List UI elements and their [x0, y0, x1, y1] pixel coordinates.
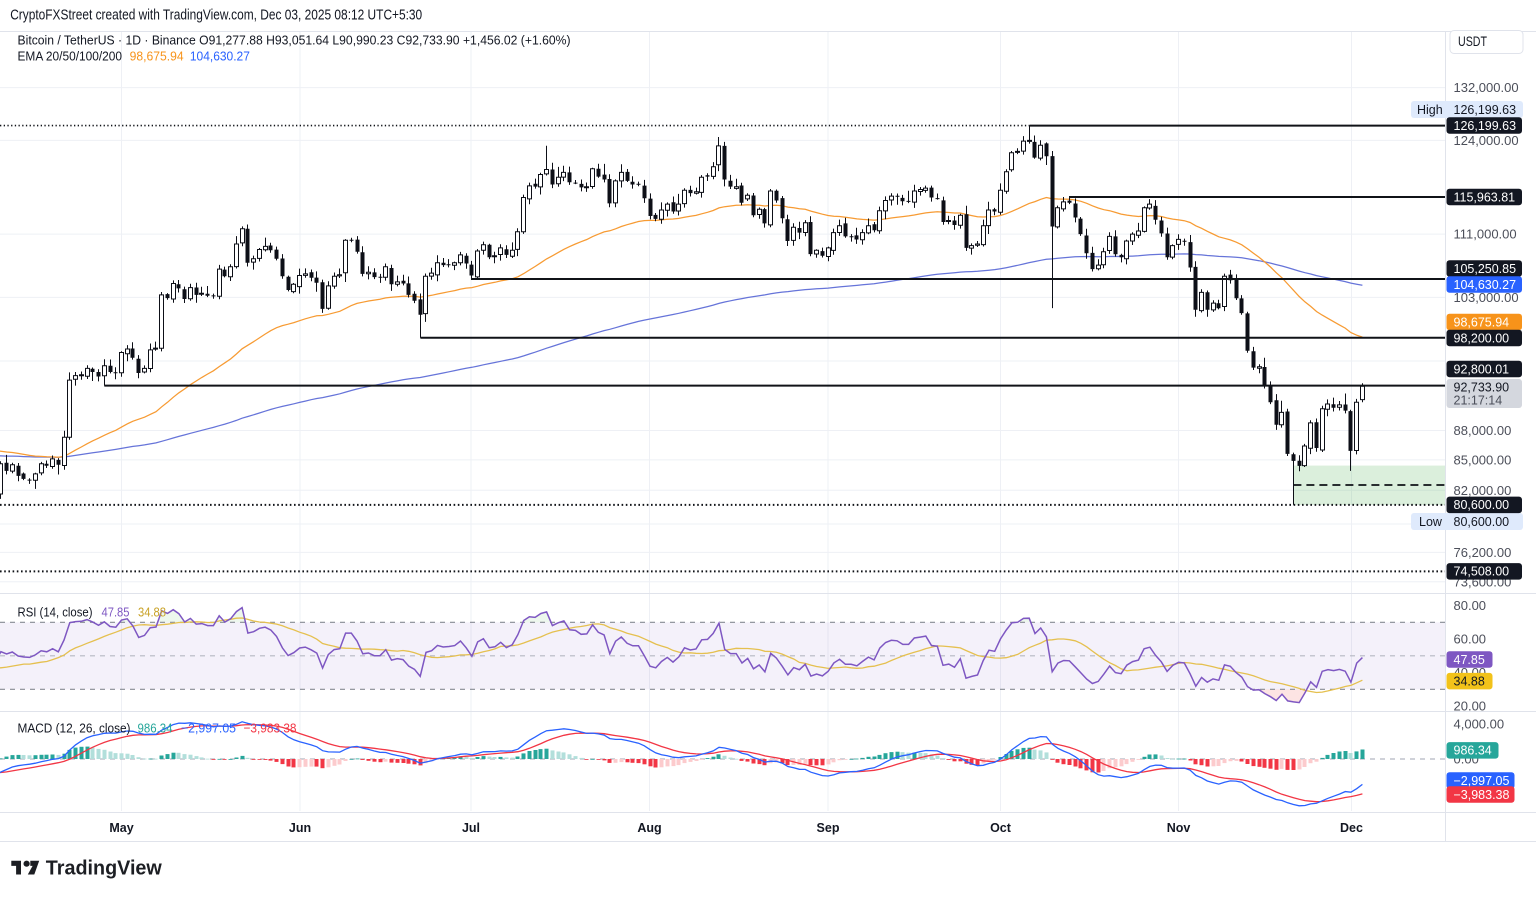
svg-text:105,250.85: 105,250.85	[1454, 262, 1517, 276]
svg-text:82,000.00: 82,000.00	[1454, 483, 1512, 498]
svg-text:−2,997.05: −2,997.05	[181, 721, 236, 736]
svg-text:60.00: 60.00	[1454, 632, 1487, 647]
svg-text:4,000.00: 4,000.00	[1454, 717, 1505, 732]
svg-text:47.85: 47.85	[102, 605, 130, 620]
svg-text:USDT: USDT	[1458, 34, 1487, 49]
svg-text:Sep: Sep	[817, 821, 840, 835]
svg-text:126,199.63: 126,199.63	[1454, 103, 1517, 117]
svg-text:98,675.94: 98,675.94	[130, 48, 184, 63]
svg-text:−3,983.38: −3,983.38	[1454, 788, 1510, 802]
svg-text:104,630.27: 104,630.27	[1454, 278, 1517, 292]
svg-text:74,508.00: 74,508.00	[1454, 565, 1510, 579]
svg-text:92,733.90: 92,733.90	[1454, 381, 1510, 395]
svg-text:TradingView: TradingView	[46, 858, 162, 880]
svg-text:Aug: Aug	[637, 821, 661, 835]
svg-text:Nov: Nov	[1167, 821, 1191, 835]
svg-text:92,800.01: 92,800.01	[1454, 362, 1510, 376]
svg-text:CryptoFXStreet created with Tr: CryptoFXStreet created with TradingView.…	[10, 7, 422, 24]
svg-text:Jun: Jun	[289, 821, 311, 835]
svg-text:85,000.00: 85,000.00	[1454, 452, 1512, 467]
svg-text:124,000.00: 124,000.00	[1454, 133, 1519, 148]
svg-text:34.88: 34.88	[1454, 674, 1485, 688]
svg-text:132,000.00: 132,000.00	[1454, 80, 1519, 95]
svg-text:Bitcoin / TetherUS · 1D · Bina: Bitcoin / TetherUS · 1D · Binance O91,27…	[18, 32, 571, 47]
svg-text:20.00: 20.00	[1454, 698, 1487, 713]
svg-text:115,963.81: 115,963.81	[1454, 190, 1516, 204]
svg-text:80,600.00: 80,600.00	[1454, 498, 1510, 512]
svg-text:RSI (14, close): RSI (14, close)	[18, 605, 93, 620]
svg-text:47.85: 47.85	[1454, 653, 1485, 667]
svg-text:98,200.00: 98,200.00	[1454, 331, 1510, 345]
svg-text:80.00: 80.00	[1454, 598, 1487, 613]
svg-text:88,000.00: 88,000.00	[1454, 423, 1512, 438]
svg-text:21:17:14: 21:17:14	[1454, 394, 1503, 408]
svg-text:126,199.63: 126,199.63	[1454, 119, 1517, 133]
svg-text:EMA 20/50/100/200: EMA 20/50/100/200	[18, 48, 123, 63]
svg-text:Oct: Oct	[990, 821, 1012, 835]
svg-text:Jul: Jul	[462, 821, 480, 835]
svg-text:May: May	[109, 821, 133, 835]
svg-text:−2,997.05: −2,997.05	[1454, 774, 1510, 788]
svg-text:High: High	[1417, 103, 1443, 117]
svg-text:111,000.00: 111,000.00	[1454, 227, 1517, 242]
svg-text:80,600.00: 80,600.00	[1454, 515, 1510, 529]
svg-text:Dec: Dec	[1340, 821, 1363, 835]
svg-text:986.34: 986.34	[1454, 744, 1492, 758]
svg-text:76,200.00: 76,200.00	[1454, 545, 1512, 560]
svg-text:104,630.27: 104,630.27	[190, 48, 250, 63]
svg-text:−3,983.38: −3,983.38	[244, 721, 297, 736]
svg-text:MACD (12, 26, close): MACD (12, 26, close)	[18, 721, 131, 736]
svg-text:Low: Low	[1419, 515, 1443, 529]
svg-text:103,000.00: 103,000.00	[1454, 290, 1519, 305]
svg-text:34.88: 34.88	[138, 605, 166, 620]
svg-text:98,675.94: 98,675.94	[1454, 315, 1510, 329]
svg-text:986.34: 986.34	[138, 721, 173, 736]
